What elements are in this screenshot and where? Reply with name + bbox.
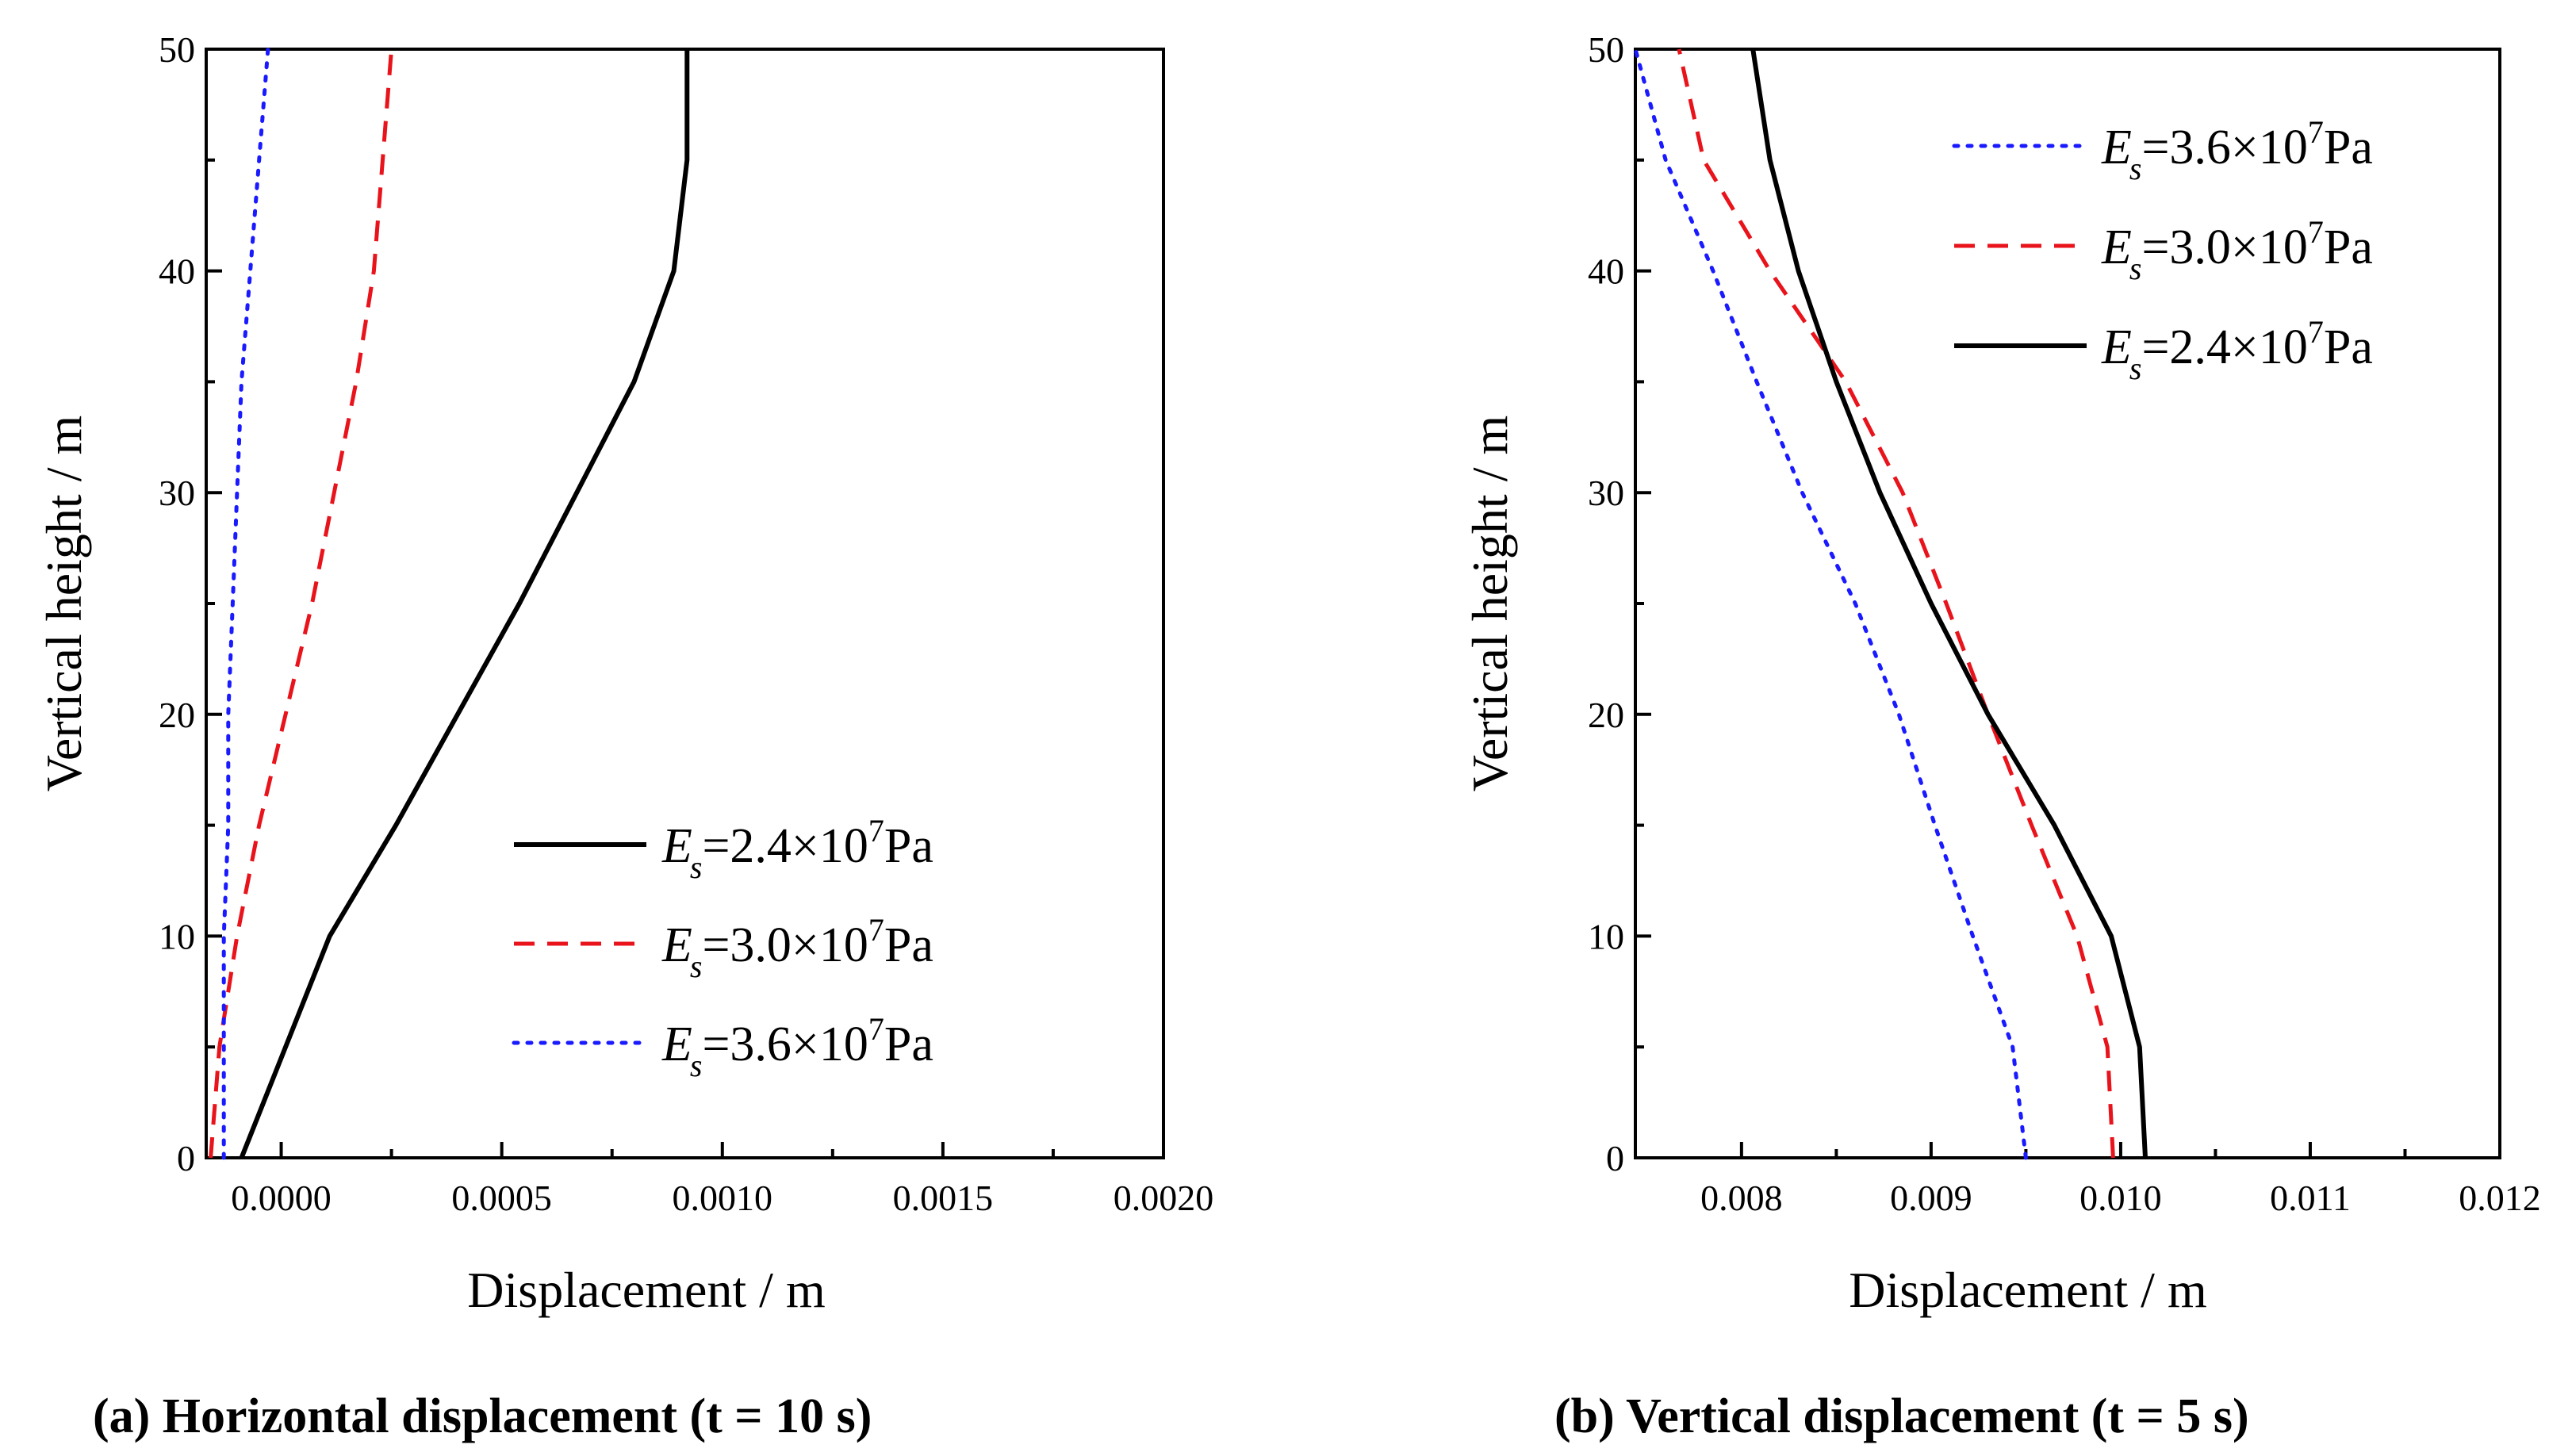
x-axis-title: Displacement / m (467, 1262, 825, 1318)
x-axis-title: Displacement / m (1849, 1262, 2206, 1318)
x-tick-label: 0.0005 (451, 1178, 552, 1218)
series-line (1633, 47, 2028, 1160)
legend-label-sup: 7 (2308, 214, 2324, 250)
legend-label-E: E (2101, 320, 2132, 374)
series-line (1750, 48, 2148, 1159)
legend-label-mid: =3.6×10 (2141, 121, 2307, 174)
series-line (209, 48, 394, 1159)
legend-label: Es=3.6×107Pa (661, 1011, 933, 1083)
legend-label-E: E (661, 1017, 692, 1071)
y-tick-label: 0 (177, 1138, 195, 1178)
y-tick-label: 30 (1588, 473, 1624, 513)
legend-label-E: E (661, 918, 692, 972)
y-axis-title: Vertical height / m (1462, 416, 1518, 792)
chart-a-horizontal-displacement: 0.0000 0.0005 0.0010 0.0015 0.0020 0 10 20 30 40 5… (36, 29, 1213, 1443)
series-layer (1633, 47, 2148, 1160)
x-tick-label: 0.0000 (231, 1178, 332, 1218)
y-tick-label: 50 (1588, 29, 1624, 70)
x-tick-label: 0.010 (2079, 1178, 2162, 1218)
legend-label-unit: Pa (2324, 220, 2373, 274)
series-line (221, 47, 270, 1160)
legend-label-mid: =3.0×10 (702, 918, 868, 972)
x-tick-label: 0.0010 (673, 1178, 773, 1218)
y-axis-title: Vertical height / m (36, 416, 92, 792)
legend-label-sub: s (690, 948, 703, 984)
legend-label: Es=3.6×107Pa (2101, 114, 2373, 186)
legend-label-sup: 7 (868, 813, 884, 849)
y-tick-label: 20 (159, 695, 195, 735)
plot-frame (1634, 48, 2501, 1159)
legend-label-sub: s (690, 849, 703, 885)
plot-frame (205, 48, 1165, 1159)
legend-label-sup: 7 (868, 1011, 884, 1047)
series-line (1677, 48, 2115, 1159)
x-tick-label: 0.0020 (1114, 1178, 1214, 1218)
y-tick-label: 40 (159, 251, 195, 292)
chart-b-vertical-displacement: 0.008 0.009 0.010 0.011 0.012 0 10 20 30 40 50 Dis… (1462, 29, 2541, 1443)
legend-label-E: E (2101, 121, 2132, 174)
axis-ticks: 0.0000 0.0005 0.0010 0.0015 0.0020 0 10 20 30 40 5… (159, 29, 1213, 1218)
x-tick-label: 0.012 (2459, 1178, 2541, 1218)
legend-label-mid: =3.0×10 (2141, 220, 2307, 274)
legend-label-unit: Pa (884, 819, 933, 873)
legend-label: Es=2.4×107Pa (661, 813, 933, 885)
x-tick-label: 0.011 (2270, 1178, 2351, 1218)
legend-label-sub: s (2129, 351, 2142, 386)
legend-label: Es=3.0×107Pa (661, 912, 933, 984)
legend-label-E: E (661, 819, 692, 873)
legend-label-mid: =3.6×10 (702, 1017, 868, 1071)
legend-label-sub: s (690, 1048, 703, 1083)
legend-label-mid: =2.4×10 (702, 819, 868, 873)
y-tick-label: 10 (1588, 916, 1624, 956)
chart-caption: (b) Vertical displacement (t = 5 s) (1554, 1389, 2249, 1443)
legend-label-unit: Pa (2324, 121, 2373, 174)
legend-label-mid: =2.4×10 (2141, 320, 2307, 374)
legend-label-sup: 7 (2308, 314, 2324, 350)
legend-label-unit: Pa (2324, 320, 2373, 374)
y-tick-label: 10 (159, 916, 195, 956)
chart-caption: (a) Horizontal displacement (t = 10 s) (93, 1389, 872, 1443)
legend-label-E: E (2101, 220, 2132, 274)
series-line (239, 49, 690, 1159)
legend-label-sub: s (2129, 151, 2142, 186)
legend-label: Es=2.4×107Pa (2101, 314, 2373, 386)
x-tick-label: 0.0015 (893, 1178, 994, 1218)
legend-label-unit: Pa (884, 1017, 933, 1071)
legend-label-sup: 7 (868, 912, 884, 948)
y-tick-label: 20 (1588, 695, 1624, 735)
x-tick-label: 0.008 (1700, 1178, 1783, 1218)
y-tick-label: 30 (159, 473, 195, 513)
legend-label: Es=3.0×107Pa (2101, 214, 2373, 286)
legend-label-sup: 7 (2308, 114, 2324, 150)
axis-ticks: 0.008 0.009 0.010 0.011 0.012 0 10 20 30 40 50 (1588, 29, 2541, 1218)
x-tick-label: 0.009 (1890, 1178, 1972, 1218)
y-tick-label: 0 (1606, 1138, 1624, 1178)
y-tick-label: 40 (1588, 251, 1624, 292)
legend-label-sub: s (2129, 251, 2142, 286)
series-layer (209, 47, 690, 1160)
y-tick-label: 50 (159, 29, 195, 70)
legend-label-unit: Pa (884, 918, 933, 972)
